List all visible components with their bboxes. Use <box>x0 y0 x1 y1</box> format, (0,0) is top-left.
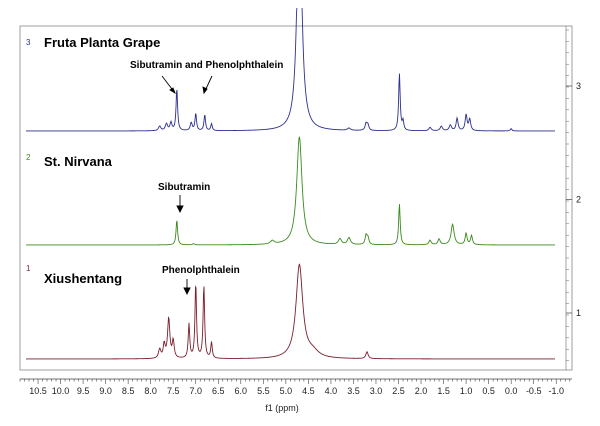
x-tick-label: 5.0 <box>280 386 293 396</box>
arrow-phenolphthalein-down-head <box>183 287 191 296</box>
x-tick-label: 2.0 <box>415 386 428 396</box>
x-tick-label: 5.5 <box>257 386 270 396</box>
x-axis-label: f1 (ppm) <box>265 403 299 413</box>
spectrum-trace-3 <box>26 8 555 132</box>
spectra-group <box>26 8 555 360</box>
series-3-title: Fruta Planta Grape <box>44 35 160 50</box>
arrow-sibutramin-left-head <box>169 87 176 95</box>
annotation-sibutramin-phenolphthalein: Sibutramin and Phenolphthalein <box>130 60 283 71</box>
annotation-arrows <box>161 75 213 296</box>
spectrum-trace-2 <box>26 136 555 246</box>
series-2-index: 2 <box>26 153 31 162</box>
x-tick-label: 9.5 <box>77 386 90 396</box>
x-tick-label: 8.5 <box>122 386 135 396</box>
x-tick-label: 6.0 <box>235 386 248 396</box>
series-1-title: Xiushentang <box>44 271 122 286</box>
x-tick-label: 3.0 <box>370 386 383 396</box>
x-tick-label: 6.5 <box>212 386 225 396</box>
x-axis: 10.5 10.0 9.5 9.0 8.5 8.0 7.5 7.0 6.5 6.0 5.5 5.0 4.… <box>19 378 572 396</box>
x-tick-label: 1.5 <box>437 386 450 396</box>
x-tick-label: 0.0 <box>505 386 518 396</box>
x-tick-label: 0.5 <box>482 386 495 396</box>
spectrum-trace-1 <box>26 263 555 360</box>
x-tick-label: 4.0 <box>325 386 338 396</box>
series-1-index: 1 <box>26 264 31 273</box>
x-tick-label: 2.5 <box>392 386 405 396</box>
labels-group: 3 Fruta Planta Grape 2 St. Nirvana 1 Xiu… <box>26 35 283 286</box>
x-tick-label: 10.0 <box>52 386 70 396</box>
right-tick-label: 3 <box>576 81 581 91</box>
annotation-sibutramin: Sibutramin <box>158 182 210 193</box>
x-tick-label: -0.5 <box>526 386 542 396</box>
right-axis: 1 2 3 <box>565 26 581 370</box>
x-tick-label: 9.0 <box>99 386 112 396</box>
x-tick-label: 7.5 <box>167 386 180 396</box>
arrow-phenolphthalein-right-head <box>202 86 208 95</box>
annotation-phenolphthalein: Phenolphthalein <box>162 265 240 276</box>
x-tick-label: 3.5 <box>347 386 360 396</box>
x-tick-label: 8.0 <box>144 386 157 396</box>
series-3-index: 3 <box>26 38 31 47</box>
x-tick-label: 7.0 <box>189 386 202 396</box>
x-tick-label: 4.5 <box>302 386 315 396</box>
series-2-title: St. Nirvana <box>44 154 113 169</box>
x-tick-label: 1.0 <box>460 386 473 396</box>
arrow-sibutramin-down-head <box>176 205 184 214</box>
x-tick-label: -1.0 <box>548 386 564 396</box>
x-tick-label: 10.5 <box>29 386 47 396</box>
right-tick-label: 1 <box>576 308 581 318</box>
right-tick-label: 2 <box>576 195 581 205</box>
